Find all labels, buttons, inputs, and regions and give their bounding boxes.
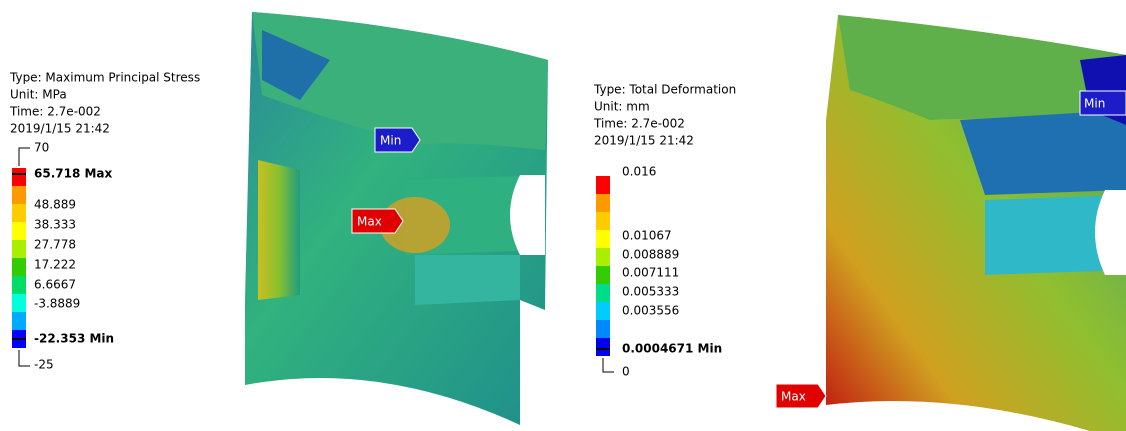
model-region: [415, 255, 520, 305]
probe-label: Min: [380, 134, 401, 148]
result-type: Type: Maximum Principal Stress: [9, 71, 200, 85]
color-band: [596, 230, 610, 248]
min-probe: Min: [1080, 91, 1126, 115]
probe-label: Max: [357, 215, 382, 229]
bracket: [19, 350, 30, 366]
min-probe: Min: [375, 128, 420, 152]
color-band: [12, 276, 26, 294]
probe-label: Max: [781, 390, 806, 404]
color-band: [596, 338, 610, 356]
date: 2019/1/15 21:42: [10, 122, 110, 136]
color-band: [12, 204, 26, 222]
color-band: [12, 222, 26, 240]
legend-level: 48.889: [34, 198, 76, 212]
legend-level: 38.333: [34, 218, 76, 232]
color-band: [596, 194, 610, 212]
legend-level: 0.008889: [622, 248, 679, 262]
legend-level: 0.01067: [622, 229, 672, 243]
legend-min: -22.353 Min: [34, 332, 114, 346]
result-type: Type: Total Deformation: [593, 83, 736, 97]
color-band: [12, 258, 26, 276]
color-band: [12, 186, 26, 204]
color-band: [596, 302, 610, 320]
legend-level: 17.222: [34, 258, 76, 272]
probe-label: Min: [1084, 97, 1105, 111]
color-band: [12, 312, 26, 330]
stress-legend: Type: Maximum Principal Stress Unit: MPa…: [9, 71, 200, 372]
model-region: [258, 160, 300, 300]
color-band: [596, 248, 610, 266]
legend-level: 0.007111: [622, 266, 679, 280]
bracket: [19, 148, 30, 166]
date: 2019/1/15 21:42: [594, 134, 694, 148]
model-region: [960, 110, 1126, 195]
screenshot: Min Max Min Max Type: Maximum Principal …: [0, 0, 1126, 431]
deformation-legend: Type: Total Deformation Unit: mm Time: 2…: [593, 83, 736, 379]
time: Time: 2.7e-002: [593, 117, 685, 131]
max-probe: Max: [352, 209, 403, 233]
legend-level: -3.8889: [34, 297, 80, 311]
color-band: [12, 240, 26, 258]
color-band: [596, 320, 610, 338]
max-probe: Max: [776, 384, 826, 408]
legend-level: 0.005333: [622, 285, 679, 299]
color-band: [596, 212, 610, 230]
unit: Unit: mm: [594, 100, 650, 114]
legend-top: 0.016: [622, 165, 656, 179]
color-band: [12, 168, 26, 186]
legend-max: 65.718 Max: [34, 167, 113, 181]
bracket: [603, 358, 614, 372]
unit: Unit: MPa: [10, 88, 67, 102]
time: Time: 2.7e-002: [9, 105, 101, 119]
legend-level: 27.778: [34, 238, 76, 252]
legend-top: 70: [34, 141, 49, 155]
model-cutout: [510, 175, 545, 255]
legend-level: 6.6667: [34, 278, 76, 292]
legend-bottom: -25: [34, 358, 54, 372]
legend-level: 0.003556: [622, 304, 679, 318]
deformation-model: [826, 15, 1126, 431]
color-band: [596, 284, 610, 302]
legend-min: 0.0004671 Min: [622, 342, 722, 356]
color-band: [596, 266, 610, 284]
legend-bottom: 0: [622, 365, 630, 379]
color-band: [596, 176, 610, 194]
color-band: [12, 294, 26, 312]
